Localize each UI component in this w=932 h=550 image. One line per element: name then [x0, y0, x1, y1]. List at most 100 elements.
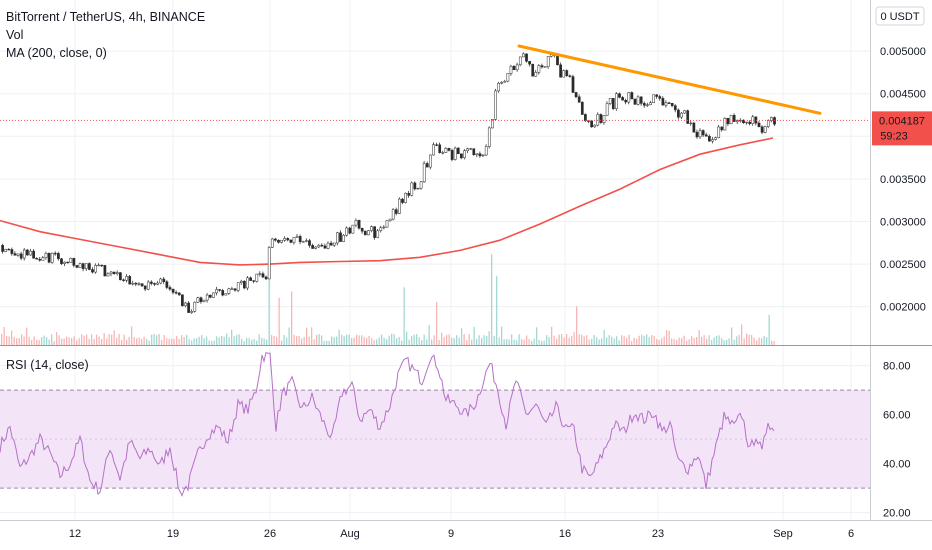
- candle: [174, 290, 178, 295]
- candle: [106, 272, 110, 277]
- volume-bar: [578, 334, 580, 345]
- candle: [478, 151, 482, 158]
- volume-bar: [23, 336, 25, 345]
- candle: [599, 113, 603, 124]
- candle: [277, 239, 280, 244]
- time-tick-label: 9: [448, 528, 454, 540]
- candle: [239, 279, 243, 285]
- volume-bar: [651, 335, 653, 345]
- volume-bar: [741, 324, 743, 345]
- rsi-legend[interactable]: RSI (14, close): [6, 358, 89, 372]
- ma200-line: [0, 137, 774, 266]
- volume-bar: [301, 338, 303, 345]
- volume-bar: [428, 325, 430, 345]
- volume-bar: [583, 336, 585, 345]
- candle: [615, 92, 618, 111]
- ma-legend[interactable]: MA (200, close, 0): [6, 46, 107, 60]
- volume-bar: [541, 340, 543, 345]
- volume-bar: [531, 340, 533, 345]
- volume-bar: [241, 338, 243, 345]
- volume-bar: [556, 338, 558, 345]
- volume-bar: [248, 338, 250, 345]
- volume-bar: [308, 336, 310, 345]
- candle: [664, 100, 668, 108]
- candle: [44, 251, 48, 260]
- candle: [481, 154, 485, 157]
- candle: [450, 148, 454, 162]
- candle: [661, 96, 665, 106]
- candle: [639, 96, 643, 106]
- rsi-axis[interactable]: 80.00 60.00 40.00 20.00: [883, 361, 911, 520]
- candle: [29, 248, 32, 256]
- time-axis[interactable]: 12 19 26 Aug 9 16 23 Sep 6: [69, 528, 854, 540]
- volume-bar: [491, 254, 493, 345]
- volume-bar: [258, 334, 260, 345]
- volume-bar: [641, 334, 643, 345]
- volume-bar: [178, 338, 180, 345]
- volume-bar: [488, 331, 490, 345]
- volume-bar: [181, 335, 183, 345]
- candle: [298, 234, 302, 245]
- candle: [633, 98, 637, 105]
- volume-bar: [331, 336, 333, 345]
- volume-bar: [756, 340, 758, 345]
- last-price-badge: 0.004187 59:23: [872, 111, 932, 146]
- candle: [181, 294, 184, 307]
- currency-button[interactable]: 0 USDT: [875, 6, 925, 26]
- candle: [224, 293, 228, 296]
- candle: [103, 265, 107, 277]
- candle: [416, 187, 420, 190]
- candle: [388, 218, 392, 222]
- volume-bar: [246, 337, 248, 345]
- candle: [177, 292, 181, 296]
- candle: [159, 277, 163, 285]
- volume-bar: [283, 335, 285, 345]
- candle: [630, 91, 634, 100]
- candle: [134, 282, 138, 287]
- volume-bar: [511, 334, 513, 345]
- volume-bar: [151, 334, 153, 345]
- volume-bar: [121, 340, 123, 345]
- candle: [63, 261, 66, 267]
- volume-bar: [53, 341, 55, 345]
- candle: [193, 301, 197, 313]
- candles: [1, 52, 776, 314]
- candle: [531, 63, 535, 77]
- time-tick-label: 19: [167, 528, 179, 540]
- candle: [391, 208, 395, 221]
- volume-bar: [321, 335, 323, 345]
- volume-bar: [116, 337, 118, 345]
- trendline[interactable]: [517, 44, 822, 115]
- volume-bar: [731, 327, 733, 345]
- candle: [57, 251, 60, 261]
- candle: [233, 288, 237, 292]
- volume-bar: [528, 339, 530, 345]
- candle: [311, 243, 314, 249]
- candle: [60, 258, 63, 265]
- symbol-legend[interactable]: BitTorrent / TetherUS, 4h, BINANCE: [6, 10, 205, 24]
- volume-bar: [758, 337, 760, 345]
- volume-legend[interactable]: Vol: [6, 28, 23, 42]
- volume-bar: [766, 337, 768, 345]
- candle: [336, 231, 339, 246]
- candle: [218, 289, 221, 292]
- volume-bar: [676, 340, 678, 345]
- volume-bar: [316, 335, 318, 345]
- candle: [646, 102, 649, 107]
- candle: [125, 274, 128, 283]
- volume-bar: [596, 337, 598, 345]
- volume-bar: [66, 336, 68, 345]
- volume-bar: [391, 333, 393, 345]
- volume-bar: [621, 335, 623, 345]
- volume-bar: [18, 337, 20, 345]
- volume-bar: [216, 336, 218, 345]
- candle: [559, 62, 562, 78]
- candle: [745, 121, 748, 125]
- price-axis[interactable]: 0.005000 0.004500 0.003500 0.003000 0.002500…: [880, 46, 926, 314]
- volume-bar: [88, 338, 90, 345]
- candle: [274, 237, 277, 242]
- candle: [686, 109, 690, 124]
- candle: [323, 243, 327, 249]
- rsi-tick-label: 80.00: [883, 361, 911, 373]
- candle: [208, 294, 212, 299]
